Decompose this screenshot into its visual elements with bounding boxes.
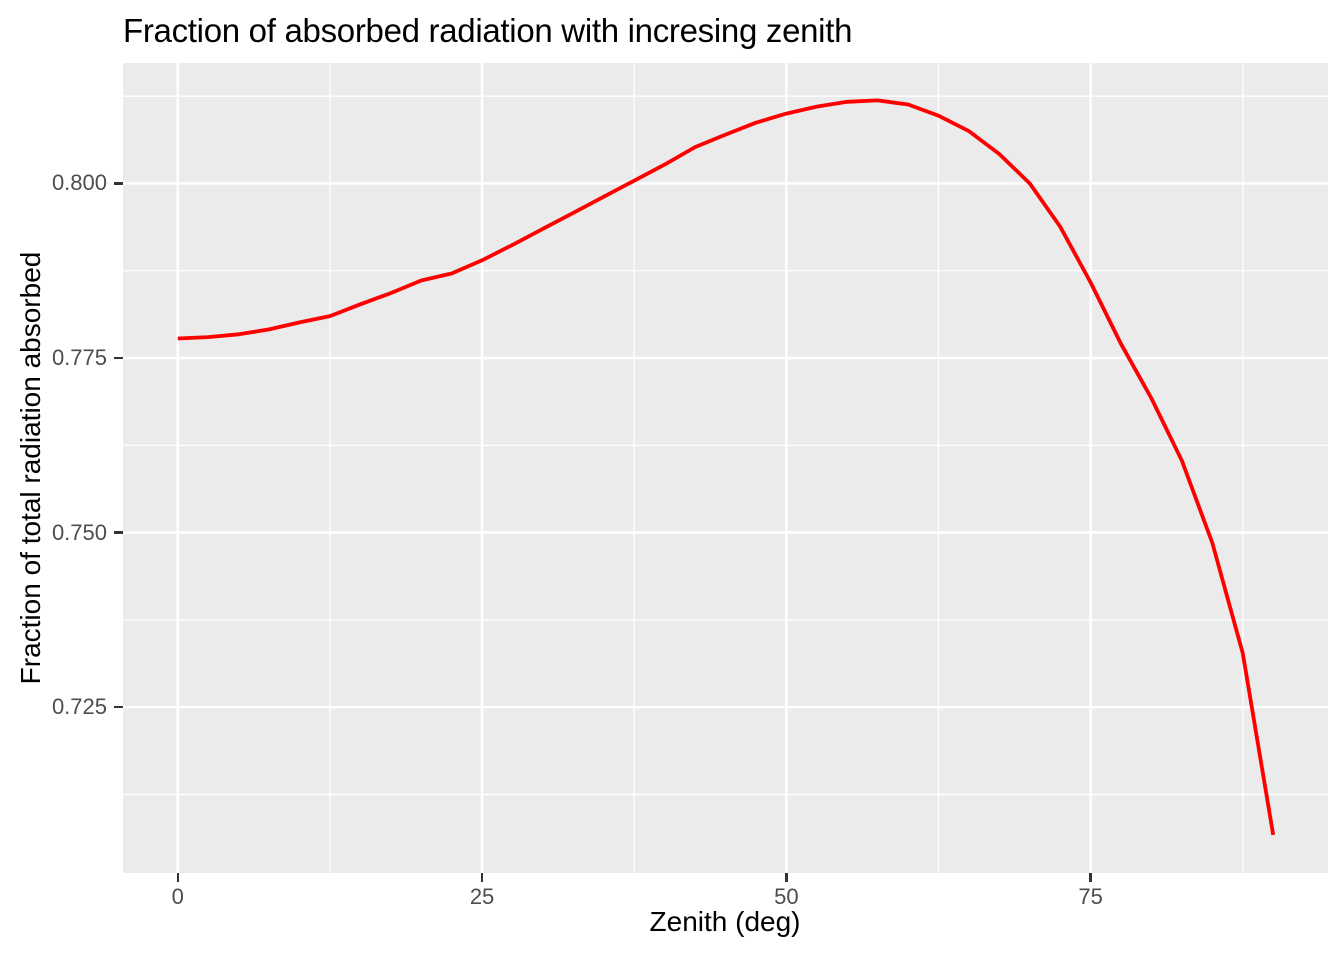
y-tick-label: 0.800 (51, 170, 107, 196)
x-tick-mark (785, 873, 788, 882)
x-tick-label: 25 (469, 884, 495, 909)
chart-title: Fraction of absorbed radiation with incr… (123, 12, 853, 49)
y-tick-mark (114, 705, 123, 709)
y-tick-mark (114, 356, 123, 360)
y-tick-label: 0.775 (51, 345, 107, 371)
y-tick-label: 0.725 (51, 694, 107, 720)
x-tick-label: 75 (1078, 884, 1103, 909)
y-axis-title: Fraction of total radiation absorbed (15, 251, 46, 685)
plot-area-svg (123, 63, 1328, 873)
y-tick-mark (114, 531, 123, 534)
x-tick-mark (480, 873, 484, 882)
plot-panel (123, 63, 1328, 873)
x-tick-mark (1089, 873, 1092, 882)
x-tick-label: 0 (171, 884, 184, 909)
y-tick-label: 0.750 (51, 519, 107, 545)
x-tick-label: 50 (774, 884, 799, 909)
x-tick-mark (176, 873, 179, 882)
x-axis-title: Zenith (deg) (649, 906, 801, 937)
absorbed-fraction-line (177, 98, 1276, 836)
y-tick-mark (114, 182, 123, 185)
